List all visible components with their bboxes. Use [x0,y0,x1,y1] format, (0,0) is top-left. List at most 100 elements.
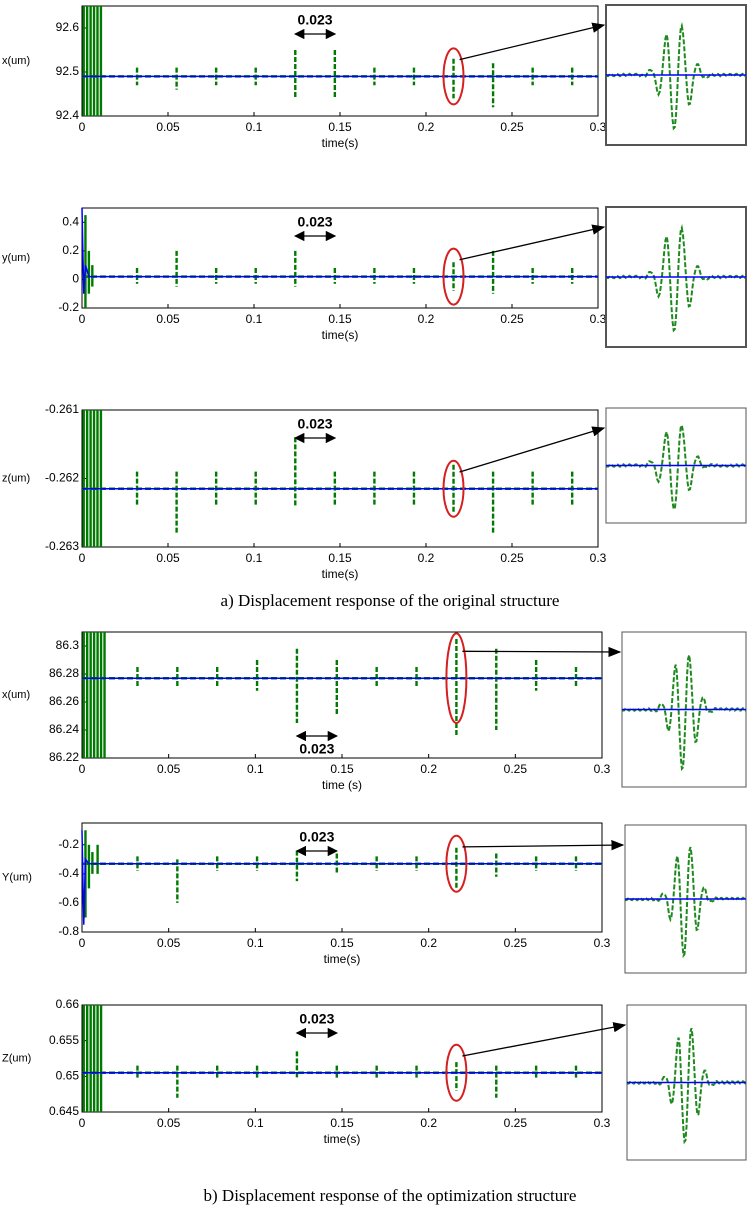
highlight [442,47,465,106]
y-axis-label: z(um) [2,472,30,484]
y-tick-label: 92.6 [56,20,80,34]
y-tick-label: 86.28 [49,666,79,680]
y-tick-label: -0.263 [45,539,79,553]
x-axis-label: time (s) [322,778,362,792]
y-axis-label: x(um) [2,55,30,67]
x-tick-label: 0.2 [420,762,437,776]
x-tick-label: 0.25 [504,1116,528,1130]
x-tick-label: 0.3 [594,936,611,950]
x-tick-label: 0.2 [418,120,435,134]
x-tick-label: 0.05 [156,551,180,565]
line-series [81,207,598,294]
y-tick-label: 0 [72,272,79,286]
x-tick-label: 0.2 [418,312,435,326]
y-tick-label: 0.645 [49,1104,79,1118]
x-axis-label: time(s) [322,567,359,581]
x-tick-label: 0.3 [590,120,607,134]
zoom-arrow [459,426,606,473]
y-tick-label: 86.22 [49,750,79,764]
x-tick-label: 0.1 [247,936,264,950]
inset-wave [626,1027,747,1145]
y-tick-label: 86.3 [56,638,80,652]
zoom-arrow [459,224,606,261]
y-tick-label: -0.8 [58,924,79,938]
x-tick-label: 0.05 [157,936,181,950]
highlight [442,459,465,518]
x-tick-label: 0.2 [420,936,437,950]
zoom-arrow [459,22,606,61]
y-axis-label: x(um) [2,689,30,701]
x-tick-label: 0.05 [157,762,181,776]
x-axis-label: time(s) [322,328,359,342]
y-tick-label: 92.4 [56,108,80,122]
plot-frame [81,822,603,933]
x-tick-label: 0.15 [330,1116,354,1130]
x-tick-label: 0.15 [330,936,354,950]
annotation: 0.023 [298,12,333,28]
annotation: 0.023 [299,1011,334,1027]
x-tick-label: 0.1 [247,762,264,776]
zoom-arrow [462,646,622,658]
annotation: 0.023 [299,829,334,845]
x-tick-label: 0.1 [246,551,263,565]
x-tick-label: 0.15 [328,120,352,134]
y-tick-label: 0.66 [56,997,80,1011]
highlight [445,1043,468,1102]
zoom-arrow [462,1022,627,1057]
y-tick-label: 0.2 [62,243,79,257]
x-tick-label: 0.05 [157,1116,181,1130]
y-tick-label: -0.2 [58,300,79,314]
x-tick-label: 0.05 [156,312,180,326]
annotation: 0.023 [298,416,333,432]
y-tick-label: 0.65 [56,1069,80,1083]
highlight [442,247,465,306]
x-tick-label: 0.3 [594,1116,611,1130]
x-tick-label: 0.1 [247,1116,264,1130]
x-tick-label: 0.3 [590,551,607,565]
x-tick-label: 0.25 [500,120,524,134]
y-tick-label: 86.26 [49,694,79,708]
zoom-arrow [462,839,625,851]
x-tick-label: 0.3 [594,762,611,776]
x-tick-label: 0 [79,551,86,565]
y-axis-label: Y(um) [2,871,32,883]
x-tick-label: 0.15 [328,312,352,326]
plot-frame [81,1004,603,1113]
y-tick-label: -0.261 [45,402,79,416]
plot-frame [81,207,599,309]
x-tick-label: 0.05 [156,120,180,134]
y-axis-label: Z(um) [2,1052,31,1064]
highlight [445,632,468,725]
x-tick-label: 0.3 [590,312,607,326]
y-tick-label: 86.24 [49,722,79,736]
y-tick-label: -0.2 [58,837,79,851]
x-tick-label: 0.25 [500,551,524,565]
y-axis-label: y(um) [2,252,30,264]
x-tick-label: 0.1 [246,312,263,326]
y-tick-label: -0.4 [58,866,79,880]
x-tick-label: 0.25 [500,312,524,326]
plot-frame [81,631,603,759]
x-tick-label: 0.15 [328,551,352,565]
x-axis-label: time(s) [324,1132,361,1146]
x-tick-label: 0.15 [330,762,354,776]
x-tick-label: 0.25 [504,762,528,776]
x-axis-label: time(s) [324,952,361,966]
x-axis-label: time(s) [322,136,359,150]
annotation: 0.023 [299,741,334,757]
y-tick-label: 92.5 [56,64,80,78]
x-tick-label: 0 [79,1116,86,1130]
x-tick-label: 0.2 [420,1116,437,1130]
x-tick-label: 0 [79,762,86,776]
highlight [445,834,468,893]
x-tick-label: 0.2 [418,551,435,565]
x-tick-label: 0 [79,312,86,326]
plot-frame [81,5,599,117]
plot-frame [81,409,599,548]
x-tick-label: 0.25 [504,936,528,950]
line-series [81,830,602,925]
x-tick-label: 0 [79,120,86,134]
y-tick-label: -0.262 [45,471,79,485]
